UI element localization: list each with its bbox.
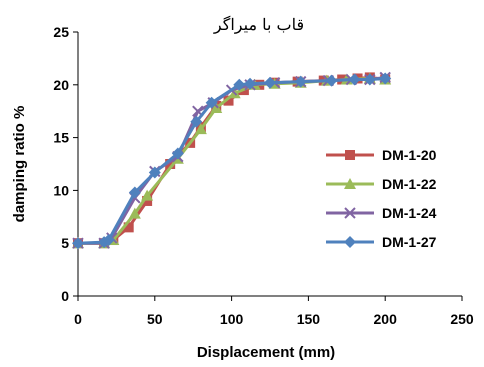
data-point <box>165 159 176 169</box>
data-point <box>233 78 246 91</box>
data-point <box>128 207 141 219</box>
chart-title: قاب با میراگر <box>213 15 304 34</box>
y-tick-label: 5 <box>61 235 69 251</box>
legend-label: DM-1-24 <box>382 205 437 221</box>
y-tick-label: 20 <box>53 77 69 93</box>
data-point <box>123 222 134 233</box>
data-point <box>72 237 84 250</box>
data-point <box>264 76 276 89</box>
legend-marker <box>344 178 356 189</box>
legend-entry: DM-1-27 <box>326 234 437 250</box>
legend-entry: DM-1-24 <box>326 205 437 221</box>
data-point <box>379 72 392 85</box>
y-axis-title: damping ratio % <box>11 106 28 223</box>
x-tick-label: 100 <box>220 311 244 327</box>
data-point <box>294 75 307 88</box>
legend-marker <box>344 207 356 219</box>
data-point <box>210 102 223 114</box>
data-point <box>205 96 218 109</box>
data-point <box>102 234 115 247</box>
legend-label: DM-1-22 <box>382 176 437 192</box>
data-point <box>190 115 203 128</box>
x-tick-label: 200 <box>374 311 398 327</box>
legend-marker <box>345 150 355 160</box>
legend-label: DM-1-20 <box>382 147 437 163</box>
legend-marker <box>344 236 356 248</box>
data-point <box>223 95 234 106</box>
data-point <box>363 73 376 86</box>
y-tick-label: 25 <box>53 24 69 40</box>
data-point <box>148 166 161 179</box>
legend-label: DM-1-27 <box>382 234 437 250</box>
legend: DM-1-20 DM-1-22 DM-1-24 DM-1-27 <box>326 147 437 250</box>
y-tick-label: 10 <box>53 182 69 198</box>
data-point <box>171 147 184 160</box>
data-point <box>348 73 361 86</box>
data-point <box>244 77 257 90</box>
legend-entry: DM-1-20 <box>326 147 437 163</box>
series-dm-1-27 <box>72 72 392 250</box>
data-point <box>194 123 207 135</box>
data-point <box>325 74 338 87</box>
series-line <box>77 77 386 245</box>
x-tick-label: 150 <box>297 311 321 327</box>
x-tick-label: 50 <box>147 311 163 327</box>
series-layer <box>72 71 392 250</box>
y-tick-label: 15 <box>53 130 69 146</box>
x-tick-label: 250 <box>450 311 474 327</box>
x-axis-title: Displacement (mm) <box>197 344 335 361</box>
data-point <box>142 195 153 206</box>
x-tick-label: 0 <box>74 311 82 327</box>
y-tick-label: 0 <box>61 288 69 304</box>
data-point <box>141 189 154 201</box>
legend-entry: DM-1-22 <box>326 176 437 192</box>
data-point <box>128 186 141 199</box>
